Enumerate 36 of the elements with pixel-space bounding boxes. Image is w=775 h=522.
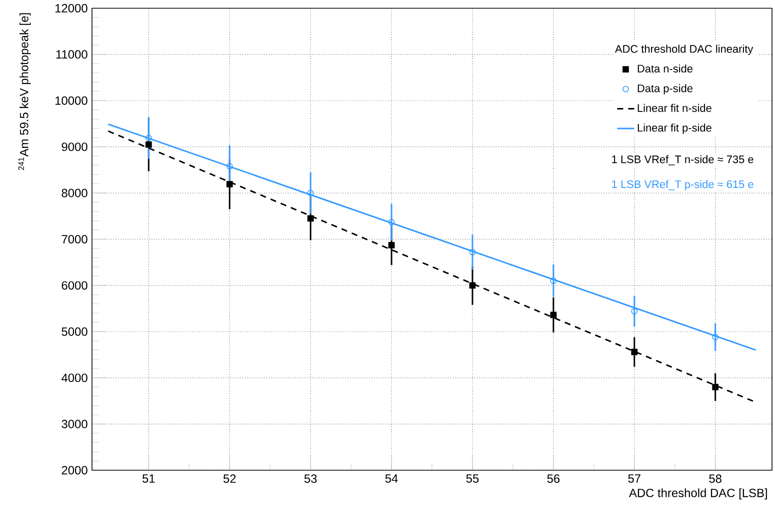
y-tick-label: 8000 [62,188,88,198]
point [226,180,233,188]
legend-title: ADC threshold DAC linearity [614,44,754,55]
point [631,348,638,356]
x-tick-label: 52 [223,474,236,483]
x-tick-label: 56 [547,474,560,483]
annotation: 1 LSB VRef_T n-side ≈ 735 e [612,155,754,166]
y-tick-label: 3000 [62,420,88,428]
y-axis-title: $^{241}$Am 59.5 keV photopeak [e] [18,13,31,170]
point [388,242,395,248]
y-tick-label: 6000 [62,281,88,290]
x-tick-label: 53 [304,474,317,483]
point [712,384,719,390]
y-tick-label: 2000 [62,466,88,474]
legend-label: Linear fit p-side [638,124,712,134]
y-tick-label: 10000 [55,96,88,105]
y-tick-label: 11000 [56,50,88,59]
x-tick-label: 57 [628,474,640,483]
x-tick-label: 55 [466,474,479,483]
y-tick-label: 12000 [55,4,88,12]
legend-label: Data n-side [638,64,692,72]
x-tick-label: 54 [385,474,398,483]
x-tick-label: 51 [142,474,155,483]
point [145,141,152,148]
legend-label: Data p-side [638,84,692,94]
point [469,282,476,288]
legend-label: Linear fit n-side [638,104,712,112]
annotation: 1 LSB VRef_T p-side ≈ 615 e [612,180,754,190]
y-tick-label: 5000 [62,327,88,336]
x-axis-title: ADC threshold DAC [LSB] [628,488,767,500]
x-tick-label: 58 [709,474,722,483]
y-tick-label: 7000 [62,234,88,244]
y-tick-label: 4000 [62,373,88,382]
point [307,215,314,222]
y-tick-label: 9000 [62,142,88,151]
point [550,312,557,318]
